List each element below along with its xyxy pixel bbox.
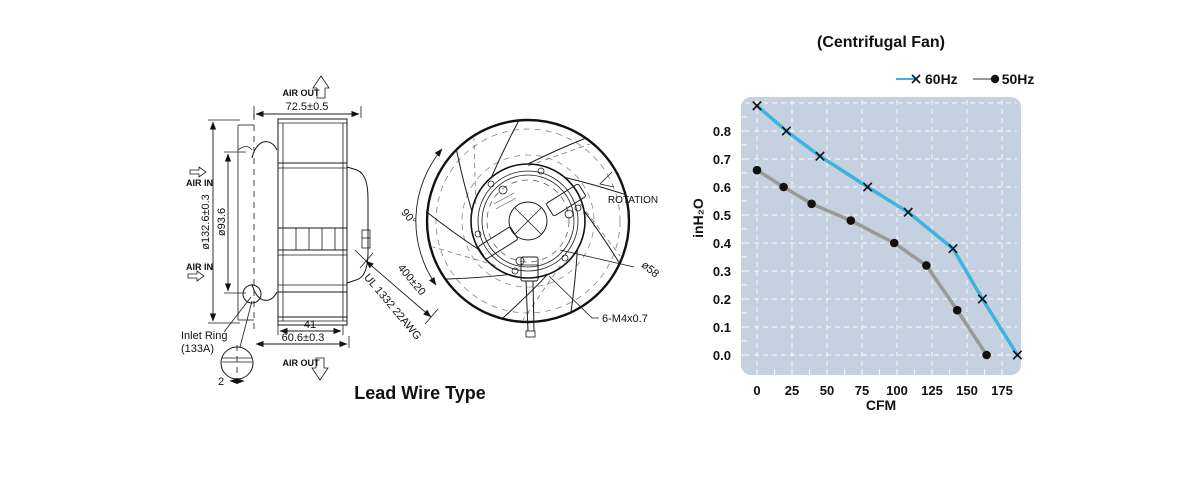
marker-dot (982, 350, 991, 360)
legend-60hz-marker-icon (896, 74, 921, 84)
marker-dot (889, 238, 899, 248)
marker-x (862, 182, 873, 192)
marker-dot (952, 305, 962, 315)
y-tick-label: 0.2 (713, 292, 731, 307)
x-tick-label: 25 (785, 383, 799, 398)
marker-x (781, 126, 792, 136)
air-in-bottom-label: AIR IN (186, 262, 213, 272)
marker-x (1012, 350, 1023, 360)
marker-x (948, 243, 958, 254)
y-tick-label: 0.7 (713, 152, 731, 167)
air-out-bottom-label: AIR OUT (283, 358, 321, 368)
x-tick-label: 175 (991, 383, 1013, 398)
marker-x (977, 294, 988, 304)
x-tick-label: 75 (855, 383, 869, 398)
hub-diameter-label: ø58 (639, 259, 661, 280)
air-out-bottom-arrow-icon (311, 357, 329, 381)
inlet-ring-label-2: (133A) (181, 343, 214, 355)
legend-60hz-label: 60Hz (925, 71, 958, 87)
dim-inner-diameter-label: ø93.6 (216, 208, 228, 236)
marker-dot (779, 182, 788, 192)
y-tick-label: 0.4 (713, 236, 732, 251)
series-line-50Hz (755, 168, 989, 357)
marker-x (752, 101, 762, 111)
y-tick-label: 0.6 (713, 180, 731, 195)
dim-outer-diameter-label: ø132.6±0.3 (200, 194, 212, 250)
rotation-arrow-icon (599, 171, 615, 188)
y-tick-label: 0.1 (713, 320, 731, 335)
dim-depth-inner-label: 41 (304, 319, 316, 331)
marker-x (815, 151, 825, 161)
legend-item-60hz: 60Hz (895, 70, 958, 88)
series-line-60Hz (755, 104, 1020, 357)
legend-50hz-label: 50Hz (1001, 71, 1035, 87)
y-tick-label: 0.3 (713, 264, 731, 279)
rotation-label: ROTATION (608, 195, 658, 206)
x-tick-label: 150 (956, 383, 978, 398)
hub-nameplate (493, 192, 517, 210)
x-tick-label: 50 (820, 383, 834, 398)
inlet-ring-label-1: Inlet Ring (181, 330, 227, 342)
chart-plot: 0 25 50 75 100 125 150 175 0.0 0.1 0.2 0.3 0.4 0.5 0.6… (713, 97, 1023, 398)
x-tick-label: 125 (921, 383, 943, 398)
chart-legend: 60Hz 50Hz (895, 70, 1034, 88)
drawing-caption: Lead Wire Type (354, 383, 486, 403)
dim-inlet-thickness-label: 2 (218, 376, 224, 388)
y-tick-label: 0.5 (713, 208, 731, 223)
front-view: 90° ROTATION ø58 6-M4x0.7 400±20 UL 1332… (354, 118, 661, 342)
air-out-top-arrow-icon (312, 75, 330, 99)
marker-dot (922, 261, 931, 270)
air-in-bottom-arrow-icon (187, 270, 205, 282)
y-axis-title: inH₂O (690, 198, 706, 238)
air-out-top-label: AIR OUT (283, 88, 321, 98)
air-in-top-label: AIR IN (186, 178, 213, 188)
marker-dot (752, 165, 762, 175)
y-tick-label: 0.0 (713, 348, 731, 363)
marker-x (903, 207, 913, 217)
y-tick-label: 0.8 (713, 124, 731, 139)
x-tick-label: 0 (753, 383, 760, 398)
marker-dot (807, 199, 816, 209)
x-tick-label: 100 (886, 383, 908, 398)
chart-title: (Centrifugal Fan) (817, 34, 945, 51)
wire-length-label: 400±20 (395, 262, 428, 298)
x-axis-title: CFM (865, 397, 897, 413)
side-view: 72.5±0.5 AIR OUT ø132.6±0.3 ø93.6 AIR IN… (181, 75, 371, 388)
air-in-top-arrow-icon (189, 166, 207, 178)
angle-label: 90° (398, 207, 418, 227)
legend-item-50hz: 50Hz (972, 70, 1035, 88)
legend-50hz-marker-icon (972, 74, 999, 84)
dim-width-label: 72.5±0.5 (286, 101, 329, 113)
dim-depth-outer-label: 60.6±0.3 (282, 332, 325, 344)
screw-spec-label: 6-M4x0.7 (602, 313, 648, 325)
marker-dot (846, 216, 856, 225)
